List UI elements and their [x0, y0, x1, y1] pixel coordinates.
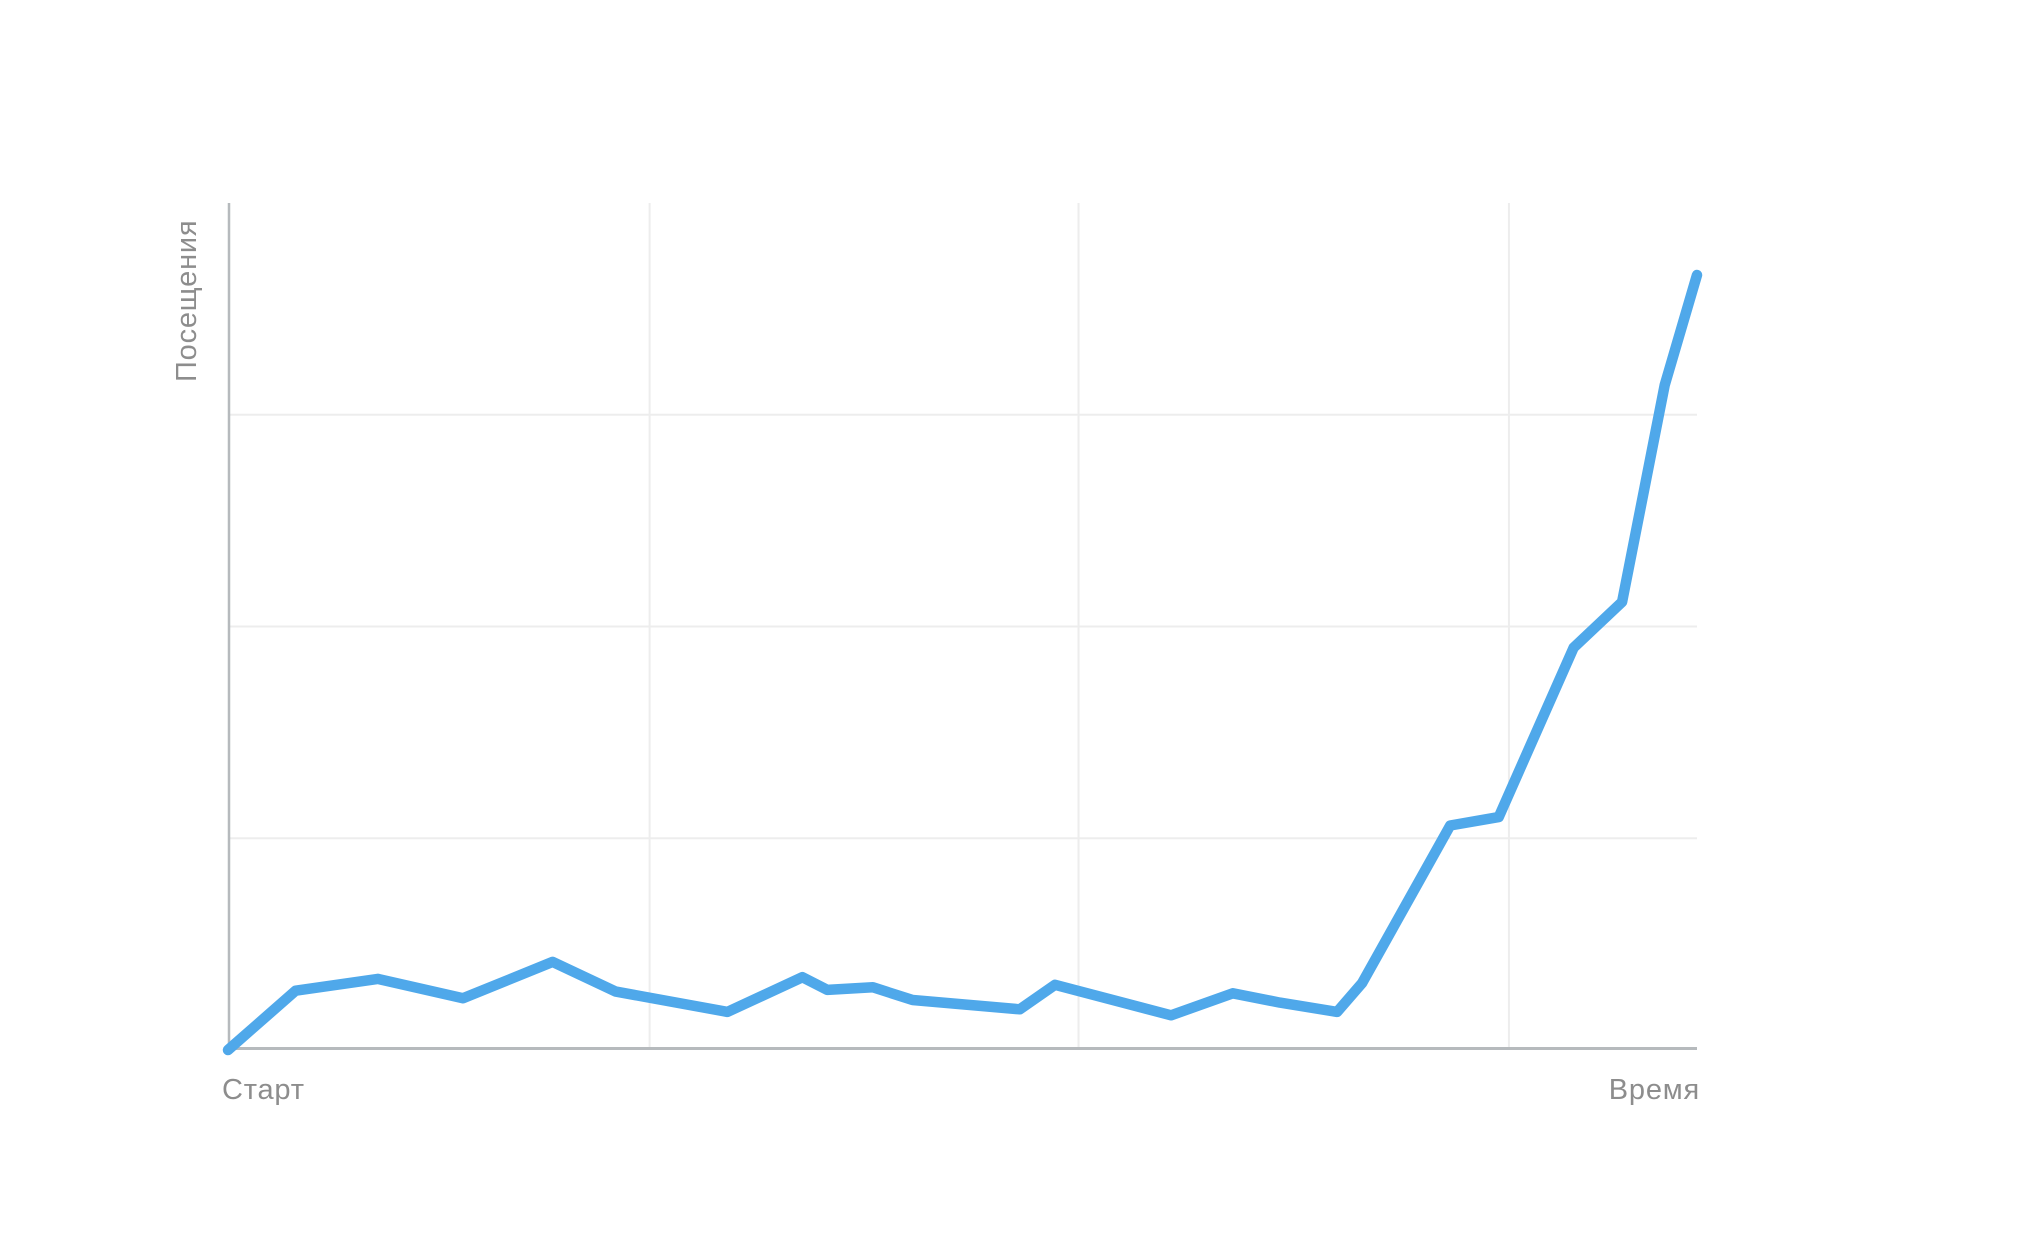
data-line	[222, 269, 1703, 1056]
x-axis-end-label: Время	[1608, 1074, 1700, 1106]
y-axis-title: Посещения	[171, 219, 203, 382]
x-axis-start-label: Старт	[222, 1074, 305, 1106]
line-chart-svg	[222, 203, 1703, 1056]
x-axis-labels: Старт Время	[222, 1074, 1700, 1107]
plot-area	[222, 203, 1703, 1056]
